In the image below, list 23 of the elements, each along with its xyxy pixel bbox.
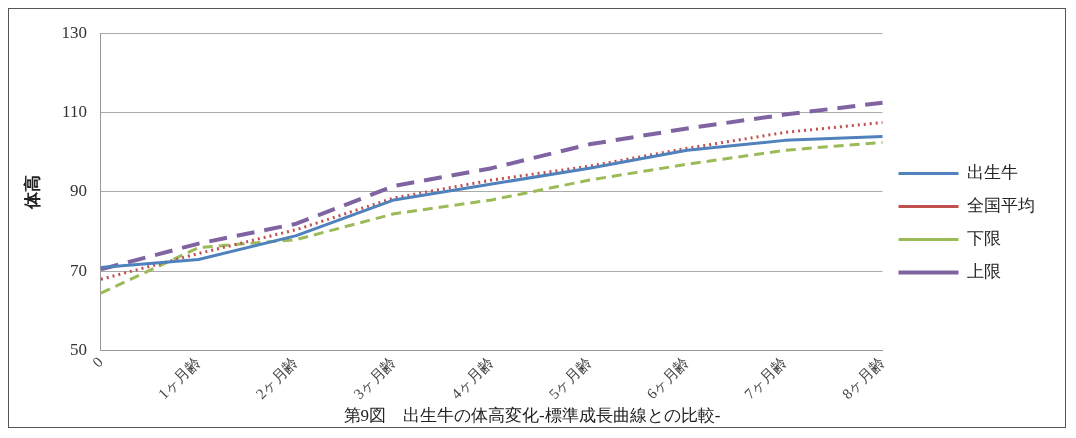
x-tick-label: 5ヶ月齢	[545, 353, 595, 403]
legend-label: 下限	[967, 228, 1001, 248]
legend-label: 出生牛	[967, 162, 1018, 182]
line-series	[98, 100, 885, 272]
text: 第9図 出生牛の体高変化-標準成長曲線との比較-	[343, 406, 721, 426]
x-tick-label: 4ヶ月齢	[448, 353, 497, 403]
line-series	[99, 140, 884, 295]
x-tick-label: 6ヶ月齢	[643, 353, 693, 403]
y-tick-label: 130	[61, 22, 87, 42]
y-tick-label: 110	[62, 102, 87, 122]
y-axis-title: 体高	[22, 174, 42, 210]
x-tick-label: 1ヶ月齢	[155, 353, 204, 403]
y-tick-label: 70	[69, 260, 87, 280]
y-tick-label: 50	[69, 340, 87, 360]
x-tick-label: 8ヶ月齢	[838, 353, 888, 403]
x-tick-label: 7ヶ月齢	[741, 353, 790, 403]
legend-label: 全国平均	[967, 195, 1035, 215]
legend-label: 上限	[967, 261, 1001, 281]
x-tick-label: 3ヶ月齢	[350, 353, 399, 403]
y-tick-label: 90	[69, 181, 87, 201]
line-series	[99, 121, 884, 281]
x-tick-label: 0	[89, 353, 106, 371]
x-tick-label: 2ヶ月齢	[252, 353, 302, 403]
